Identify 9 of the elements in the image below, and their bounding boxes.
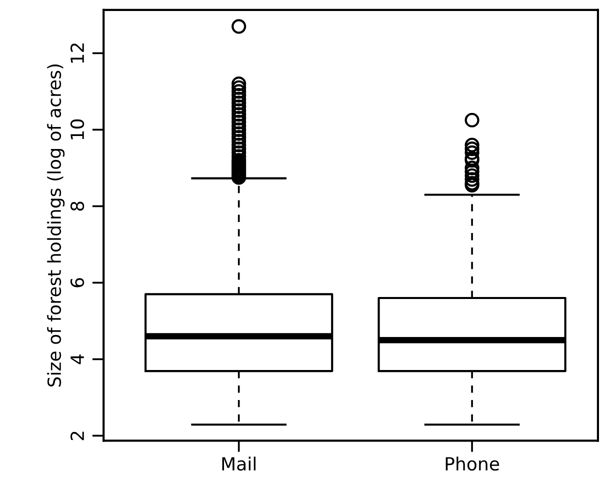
y-tick-label: 8 — [70, 202, 84, 211]
x-tick-label: Phone — [446, 456, 500, 471]
x-tick-label: Mail — [222, 456, 256, 471]
y-tick-label: 4 — [70, 354, 84, 364]
y-tick-label: 6 — [70, 278, 84, 288]
y-tick-label: 10 — [70, 119, 84, 140]
y-tick-label: 2 — [70, 432, 84, 440]
y-axis-title: Size of forest holdings (log of acres) — [47, 64, 65, 387]
y-tick-label: 12 — [70, 44, 84, 63]
